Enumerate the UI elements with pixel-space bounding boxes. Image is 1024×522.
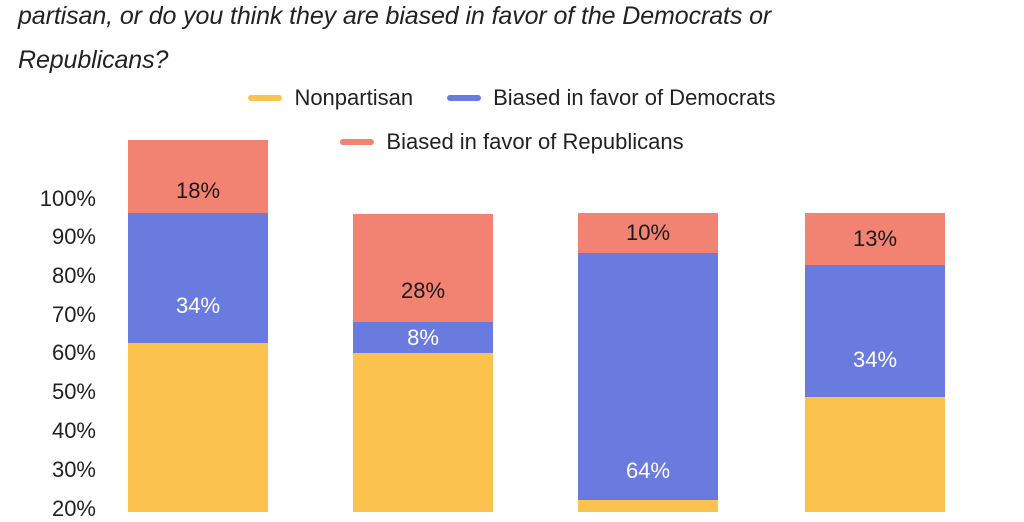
legend-row-1: Nonpartisan Biased in favor of Democrats: [0, 76, 1024, 120]
bar-segment-label: 64%: [625, 457, 671, 483]
y-axis-tick: 80%: [51, 263, 96, 288]
bar-segment-nonpartisan[interactable]: [353, 353, 493, 512]
y-axis-tick: 70%: [51, 302, 96, 327]
bar-segment-biased-democrats[interactable]: 64%: [578, 253, 718, 500]
bar-segment-biased-democrats[interactable]: 8%: [353, 322, 493, 353]
chart-title: partisan, or do you think they are biase…: [18, 0, 918, 82]
bar-segment-biased-democrats[interactable]: 34%: [128, 213, 268, 343]
bar-segment-biased-republicans[interactable]: 13%: [805, 213, 945, 265]
bar-segment-nonpartisan[interactable]: [805, 397, 945, 512]
bar-segment-nonpartisan[interactable]: [578, 500, 718, 512]
chart-title-line-1: partisan, or do you think they are biase…: [18, 2, 772, 30]
legend-item-biased-republicans[interactable]: Biased in favor of Republicans: [340, 129, 684, 155]
y-axis-tick: 60%: [51, 340, 96, 365]
chart-legend: Nonpartisan Biased in favor of Democrats…: [0, 76, 1024, 164]
bar-segment-label: 8%: [407, 324, 439, 350]
bar-segment-label: 13%: [852, 226, 898, 251]
y-axis-tick: 90%: [51, 224, 96, 249]
bar-segment-biased-republicans[interactable]: 28%: [353, 214, 493, 322]
legend-line-icon: [340, 139, 375, 145]
legend-row-2: Biased in favor of Republicans: [0, 120, 1024, 164]
table-row[interactable]: 8% 28%: [353, 214, 493, 512]
legend-label-biased-democrats: Biased in favor of Democrats: [493, 85, 776, 110]
table-row[interactable]: 34% 18%: [128, 140, 268, 512]
bar-segment-label: 34%: [852, 347, 898, 372]
legend-label-biased-republicans: Biased in favor of Republicans: [386, 129, 684, 154]
bar-segment-label: 34%: [175, 293, 221, 318]
legend-line-icon: [248, 95, 283, 101]
bar-segment-nonpartisan[interactable]: [128, 343, 268, 512]
bar-segment-label: 10%: [625, 220, 671, 245]
y-axis-tick: 50%: [51, 379, 96, 404]
bar-segment-biased-republicans[interactable]: 18%: [128, 140, 268, 213]
y-axis-tick: 30%: [51, 457, 96, 482]
chart-title-line-2: Republicans?: [18, 46, 169, 74]
bar-segment-label: 18%: [175, 177, 221, 203]
legend-line-icon: [447, 95, 482, 101]
legend-item-nonpartisan[interactable]: Nonpartisan: [248, 85, 413, 111]
legend-item-biased-democrats[interactable]: Biased in favor of Democrats: [447, 85, 776, 111]
y-axis-tick: 40%: [51, 418, 96, 443]
table-row[interactable]: 64% 10%: [578, 213, 718, 512]
y-axis-tick: 100%: [39, 186, 96, 211]
table-row[interactable]: 34% 13%: [805, 213, 945, 512]
bar-segment-biased-democrats[interactable]: 34%: [805, 265, 945, 397]
bar-segment-biased-republicans[interactable]: 10%: [578, 213, 718, 253]
legend-label-nonpartisan: Nonpartisan: [294, 85, 414, 110]
bar-segment-label: 28%: [400, 278, 446, 303]
